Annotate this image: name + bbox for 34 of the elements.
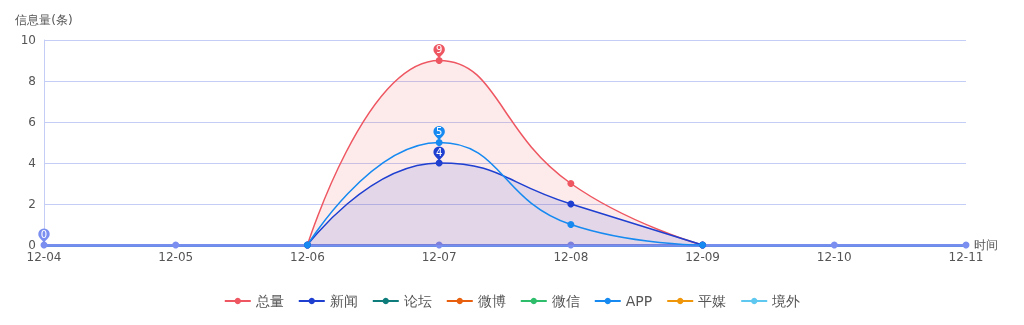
- y-tick-label: 6: [28, 115, 36, 129]
- point: [435, 139, 443, 146]
- point: [567, 221, 575, 228]
- point: [172, 241, 180, 249]
- legend-label: 微信: [551, 293, 580, 309]
- y-tick-label: 4: [28, 156, 36, 170]
- y-tick-label: 0: [28, 238, 36, 252]
- x-tick-label: 12-08: [553, 250, 589, 264]
- legend-label: 总量: [254, 293, 284, 309]
- x-tick-label: 12-09: [685, 250, 721, 264]
- point: [830, 241, 838, 249]
- point: [567, 180, 575, 187]
- y-tick-label: 10: [20, 33, 36, 47]
- point: [435, 57, 443, 64]
- x-tick-label: 12-10: [816, 250, 852, 264]
- x-tick-label: 12-06: [289, 250, 325, 264]
- legend-label: 平媒: [698, 293, 727, 309]
- legend-label: 微博: [477, 293, 506, 309]
- x-tick-label: 12-11: [948, 250, 984, 264]
- data-label: 5: [435, 126, 443, 138]
- legend-label: 新闻: [329, 293, 358, 309]
- x-tick-label: 12-05: [158, 250, 194, 264]
- x-tick-label: 12-04: [26, 250, 62, 264]
- y-tick-label: 2: [28, 197, 36, 211]
- data-label: 4: [435, 146, 443, 158]
- legend-label: 境外: [771, 293, 801, 309]
- y-tick-label: 8: [28, 74, 36, 88]
- data-label: 9: [435, 44, 443, 56]
- y-axis-title: 信息量(条): [15, 13, 73, 27]
- legend-label: APP: [625, 293, 653, 309]
- data-label: 0: [40, 228, 48, 240]
- x-tick-label: 12-07: [421, 250, 457, 264]
- legend-label: 论坛: [403, 293, 432, 309]
- x-axis-title: 时间: [974, 238, 998, 252]
